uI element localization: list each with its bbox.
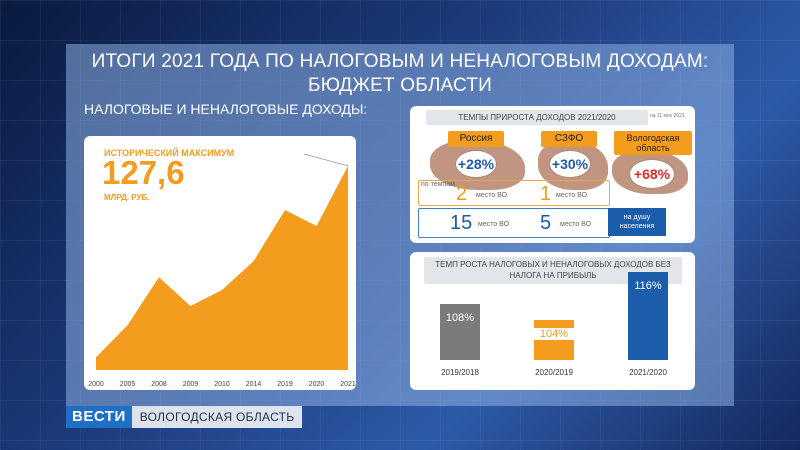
x-tick-label: 2000 (88, 381, 104, 388)
percap-rank-szfo-text: место ВО (560, 221, 592, 228)
x-tick-label: 2021 (340, 381, 356, 388)
historical-max-label: ИСТОРИЧЕСКИЙ МАКСИМУМ (104, 148, 235, 158)
region-chip-szfo: СЗФО (541, 131, 597, 147)
region-chip-russia: Россия (448, 131, 504, 147)
region-name: ВОЛОГОДСКАЯ ОБЛАСТЬ (131, 406, 303, 428)
x-tick-label: 2008 (151, 381, 167, 388)
growth-bar-category: 2021/2020 (629, 368, 667, 377)
x-tick-label: 2009 (183, 381, 199, 388)
growth-bar-category: 2019/2018 (441, 368, 479, 377)
growth-bar-label: 104% (532, 328, 576, 340)
tempo-rank-szfo: 1 (540, 183, 552, 205)
vesti-logo: ВЕСТИ (66, 406, 132, 428)
x-tick-label: 2010 (214, 381, 230, 388)
growth-bar-label: 116% (634, 280, 662, 292)
page-title: ИТОГИ 2021 ГОДА ПО НАЛОГОВЫМ И НЕНАЛОГОВ… (91, 51, 709, 96)
growth-rates-heading: ТЕМПЫ ПРИРОСТА ДОХОДОВ 2021/2020 (426, 110, 648, 125)
x-tick-label: 2005 (120, 381, 136, 388)
x-tick-label: 2020 (309, 381, 325, 388)
growth-bar (534, 320, 574, 360)
growth-bar-label: 108% (445, 312, 475, 324)
max-leader-line (303, 153, 349, 167)
region-chip-vologda: Вологодская область (614, 131, 692, 155)
growth-bar (440, 304, 480, 360)
growth-bar-category: 2020/2019 (535, 368, 573, 377)
revenue-area (96, 165, 348, 370)
growth-bar (628, 272, 668, 360)
revenue-section-label: НАЛОГОВЫЕ И НЕНАЛОГОВЫЕ ДОХОДЫ: (84, 101, 368, 117)
tempo-rank-russia-text: место ВО (476, 192, 508, 199)
tempo-rank-row (418, 180, 610, 206)
percap-rank-russia-text: место ВО (478, 221, 510, 228)
percap-label: на душу населения (608, 208, 666, 236)
growth-szfo: +30% (550, 151, 590, 177)
revenue-area-chart: 2000 2005 2008 2009 2010 2014 2019 2020 2021 (88, 153, 356, 388)
lower-third: ВЕСТИ ВОЛОГОДСКАЯ ОБЛАСТЬ (66, 406, 303, 428)
percap-rank-szfo: 5 (540, 212, 552, 234)
revenue-chart-card: 2000 2005 2008 2009 2010 2014 2019 2020 2021 (84, 136, 356, 390)
tempo-rank-szfo-text: место ВО (556, 192, 588, 199)
x-tick-label: 2019 (277, 381, 293, 388)
as-of-note: на 11 мес 2021 (650, 113, 685, 119)
growth-vologda: +68% (630, 160, 674, 188)
percap-rank-russia: 15 (450, 212, 473, 234)
growth-russia: +28% (456, 151, 496, 177)
historical-max-value: 127,6 (102, 154, 185, 191)
tempo-rank-russia: 2 (456, 183, 468, 205)
historical-max-unit: МЛРД. РУБ. (104, 193, 150, 202)
tempo-rank-label: по темпам (421, 181, 455, 188)
x-tick-label: 2014 (246, 381, 262, 388)
